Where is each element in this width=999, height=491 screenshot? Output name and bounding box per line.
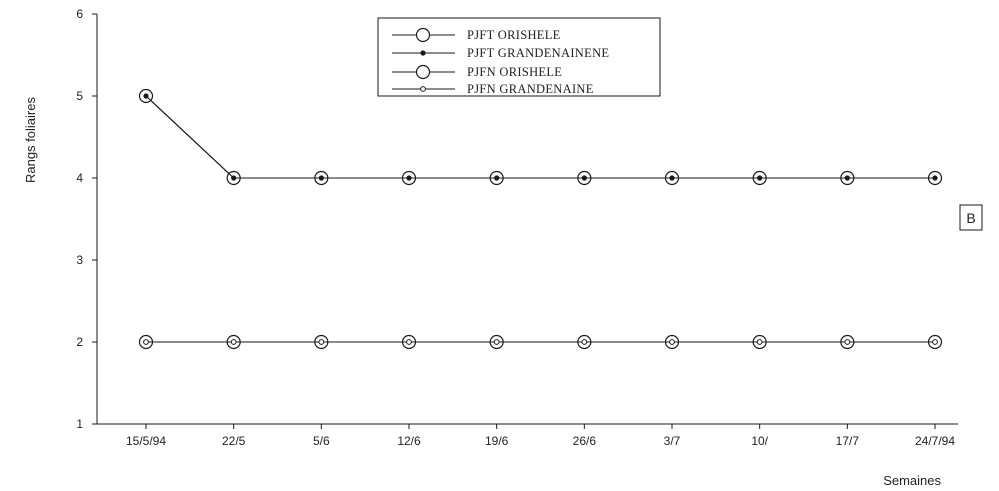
x-tick-label: 15/5/94 bbox=[126, 434, 166, 448]
data-point bbox=[756, 339, 763, 345]
x-tick-label: 17/7 bbox=[836, 434, 860, 448]
data-point bbox=[143, 339, 149, 345]
y-tick-label: 5 bbox=[76, 89, 83, 103]
x-tick-label: 19/6 bbox=[485, 434, 509, 448]
legend-label: PJFT ORISHELE bbox=[467, 28, 561, 42]
y-tick-label: 6 bbox=[76, 7, 83, 21]
data-point bbox=[757, 175, 763, 181]
y-tick-label: 3 bbox=[76, 253, 83, 267]
legend-entry: PJFN ORISHELE bbox=[392, 64, 562, 80]
legend-label: PJFN GRANDENAINE bbox=[467, 82, 594, 96]
series-1 bbox=[138, 88, 943, 186]
data-point bbox=[669, 175, 675, 181]
y-tick-label: 1 bbox=[76, 417, 83, 431]
x-tick-label: 3/7 bbox=[664, 434, 681, 448]
x-tick-label: 24/7/94 bbox=[915, 434, 955, 448]
data-point bbox=[318, 175, 324, 181]
data-point bbox=[494, 175, 500, 181]
y-axis-title: Rangs foliaires bbox=[23, 97, 38, 183]
legend-swatch-marker bbox=[415, 64, 431, 80]
x-tick-label: 22/5 bbox=[222, 434, 246, 448]
series-line bbox=[145, 95, 935, 179]
x-axis-ticks: 15/5/94 22/5 5/6 12/6 19/6 26/6 3/7 10/17/7 24/7… bbox=[126, 424, 955, 448]
series-layer bbox=[138, 88, 943, 350]
legend-label: PJFN ORISHELE bbox=[467, 65, 562, 79]
data-point bbox=[844, 175, 850, 181]
panel-label: B bbox=[959, 204, 983, 231]
data-point bbox=[406, 175, 412, 181]
legend-label: PJFT GRANDENAINENE bbox=[467, 46, 609, 60]
data-point bbox=[406, 339, 412, 345]
data-point bbox=[669, 339, 675, 345]
data-point bbox=[231, 175, 237, 181]
legend-swatch-marker bbox=[420, 86, 426, 92]
series-4 bbox=[143, 339, 938, 345]
legend-swatch-marker bbox=[420, 50, 426, 56]
legend-entry: PJFT GRANDENAINENE bbox=[392, 46, 609, 60]
panel-label-box bbox=[959, 204, 983, 231]
y-tick-label: 2 bbox=[76, 335, 83, 349]
data-point bbox=[581, 175, 587, 181]
x-tick-label: 10/ bbox=[751, 434, 768, 448]
legend-swatch-marker bbox=[415, 27, 431, 43]
x-tick-label: 12/6 bbox=[397, 434, 421, 448]
data-point bbox=[844, 339, 851, 345]
axes bbox=[96, 14, 958, 425]
x-tick-label: 26/6 bbox=[573, 434, 597, 448]
data-point bbox=[581, 339, 588, 345]
legend-entry: PJFN GRANDENAINE bbox=[392, 82, 594, 96]
legend-box bbox=[377, 17, 661, 97]
x-axis-title: Semaines bbox=[883, 473, 941, 488]
legend: PJFT ORISHELE PJFT GRANDENAINENE PJFN ORIS… bbox=[377, 17, 661, 97]
data-point bbox=[318, 339, 325, 345]
data-point bbox=[932, 339, 938, 345]
y-axis-ticks: 1 2 3 4 5 6 bbox=[76, 7, 97, 431]
y-tick-label: 4 bbox=[76, 171, 83, 185]
x-tick-label: 5/6 bbox=[313, 434, 330, 448]
series-2 bbox=[143, 93, 938, 181]
legend-items: PJFT ORISHELE PJFT GRANDENAINENE PJFN ORIS… bbox=[392, 27, 609, 96]
data-point bbox=[143, 93, 149, 99]
data-point bbox=[932, 175, 938, 181]
legend-entry: PJFT ORISHELE bbox=[392, 27, 561, 43]
data-point bbox=[493, 339, 500, 345]
series-line bbox=[145, 95, 935, 179]
panel-label-text: B bbox=[966, 210, 975, 226]
data-point bbox=[230, 339, 237, 345]
